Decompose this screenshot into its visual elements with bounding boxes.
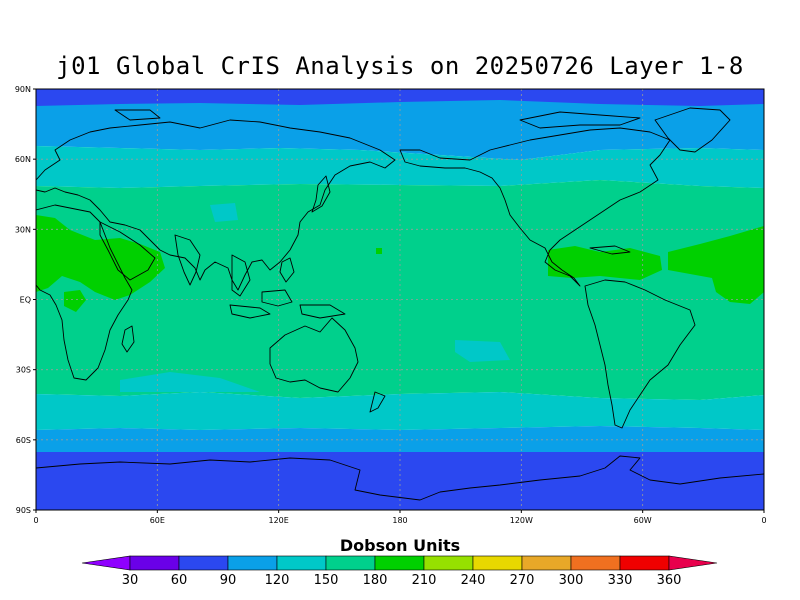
high-patch-pacific-dot (376, 248, 382, 254)
longitude-axis: 0 60E 120E 180 120W 60W 0 (33, 510, 767, 525)
colorbar-tick-label: 330 (608, 573, 633, 588)
coast-japan (311, 175, 331, 213)
colorbar-tick-label: 300 (559, 573, 584, 588)
lon-tick-label: 180 (392, 516, 407, 525)
band-polar-north (36, 89, 764, 106)
band-mid-north (36, 146, 764, 188)
lon-tick-label: 60E (150, 516, 165, 525)
colorbar-tick-label: 30 (122, 573, 139, 588)
latitude-axis: 90N 60N 30N EQ 30S 60S 90S (15, 85, 36, 515)
colorbar-box (178, 555, 229, 571)
lon-tick-label: 120W (510, 516, 533, 525)
coast-eurasia (36, 119, 396, 291)
lon-tick-label: 60W (634, 516, 652, 525)
colorbar-box (521, 555, 572, 571)
colorbar-tick-label: 120 (265, 573, 290, 588)
colorbar-box (129, 555, 180, 571)
colorbar-tick-label: 360 (657, 573, 682, 588)
coast-new-zealand (369, 391, 386, 413)
coast-caribbean (589, 245, 631, 255)
coast-greenland (654, 107, 731, 153)
high-patch-atlantic (668, 226, 764, 304)
colorbar-title: Dobson Units (339, 536, 461, 555)
coast-arabia (99, 221, 156, 281)
lon-tick-label: 0 (761, 516, 766, 525)
colorbar-tick-label: 240 (461, 573, 486, 588)
map-gridlines (36, 89, 764, 510)
figure-title: j01 Global CrIS Analysis on 20250726 Lay… (56, 52, 744, 80)
colorbar-tick-label: 90 (220, 573, 237, 588)
coastlines (36, 107, 764, 501)
high-patch-africa-south (64, 290, 86, 312)
colorbar-box (374, 555, 425, 571)
lat-tick-label: 60N (15, 155, 31, 164)
lat-tick-label: 60S (16, 436, 31, 445)
colorbar: 30 60 90 120 150 180 210 240 270 300 330 360 (81, 555, 718, 588)
colorbar-tick-label: 270 (510, 573, 535, 588)
tropics-lower-patch-1 (210, 203, 238, 222)
coast-africa (36, 204, 133, 381)
colorbar-box (325, 555, 376, 571)
colorbar-high-arrow (668, 555, 718, 571)
lon-tick-label: 0 (33, 516, 38, 525)
colorbar-box (227, 555, 278, 571)
colorbar-box (619, 555, 670, 571)
coast-arctic-islands (114, 109, 641, 129)
coast-se-asia (229, 254, 346, 319)
lat-tick-label: EQ (20, 296, 31, 305)
colorbar-tick-label: 150 (314, 573, 339, 588)
colorbar-box (570, 555, 621, 571)
lat-tick-label: 30N (15, 225, 31, 234)
colorbar-tick-label: 210 (412, 573, 437, 588)
coast-india (174, 234, 201, 286)
colorbar-box (423, 555, 474, 571)
colorbar-tick-label: 60 (171, 573, 188, 588)
lat-tick-label: 90S (16, 506, 31, 515)
colorbar-box (472, 555, 523, 571)
coast-madagascar (121, 325, 135, 353)
lat-tick-label: 30S (16, 366, 31, 375)
coast-australia (269, 317, 359, 393)
lon-tick-label: 120E (269, 516, 289, 525)
coast-philippines (279, 257, 295, 283)
tropics-lower-patch-3 (120, 372, 260, 392)
colorbar-box (276, 555, 327, 571)
coast-south-america (584, 279, 696, 429)
colorbar-low-arrow (81, 555, 131, 571)
tropics-lower-patch-2 (455, 340, 510, 362)
colorbar-tick-label: 180 (363, 573, 388, 588)
lat-tick-label: 90N (15, 85, 31, 94)
coast-antarctica (36, 455, 764, 501)
high-patch-caribbean (548, 246, 662, 280)
coast-north-america (399, 127, 671, 287)
